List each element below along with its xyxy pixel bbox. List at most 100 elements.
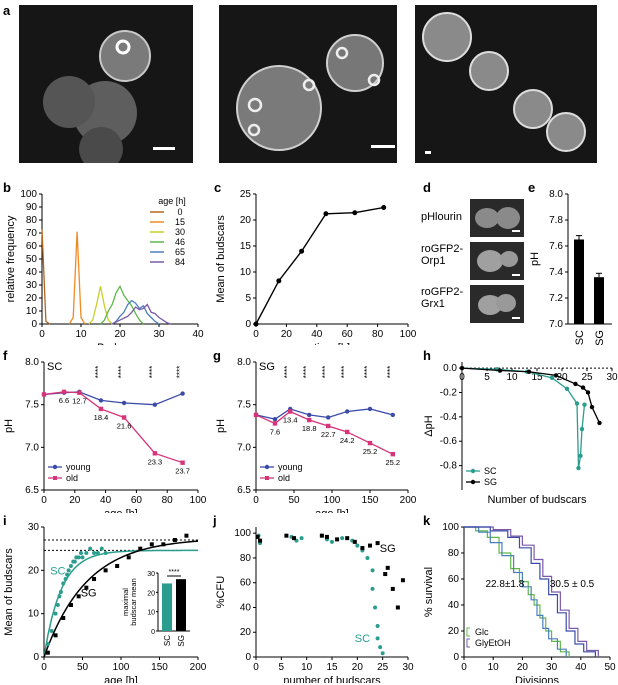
x-tick-label: 10 [506, 372, 518, 383]
annotation-label: 23.3 [148, 457, 163, 466]
fit-curve-SC [43, 549, 199, 658]
legend-label: SG [484, 477, 497, 487]
data-point-SG [459, 365, 465, 371]
y-tick-label: 10 [26, 306, 38, 317]
legend-title: age [h] [158, 196, 186, 206]
x-tick-label: 150 [362, 495, 379, 506]
legend-label: Glc [475, 627, 489, 637]
y-tick-label: 0.0 [443, 363, 457, 374]
significance-stars: **** [283, 366, 292, 378]
x-tick-label: SC [574, 330, 586, 345]
y-tick-label: 8.0 [25, 357, 39, 368]
legend-marker [470, 468, 476, 474]
inset-y-tick-label: 30 [147, 571, 155, 578]
x-tick-label: 40 [311, 329, 323, 340]
data-point-SC [61, 581, 66, 586]
data-point-old [288, 409, 293, 414]
x-tick-label: 30 [153, 329, 165, 340]
x-tick-label: 0 [41, 662, 47, 673]
data-point-old [307, 417, 312, 423]
data-point [276, 278, 282, 284]
data-point-young [345, 409, 350, 414]
annotation-label: 23.7 [175, 467, 190, 476]
data-point-SG [345, 536, 350, 541]
x-tick-label: 20 [114, 329, 126, 340]
chart-j-cfu: 0 5 10 15 20 25 30 0 20 40 60 80 100 number of budsca… [215, 527, 414, 683]
data-point-young [326, 415, 331, 420]
series-line [255, 206, 384, 325]
x-tick-label: 10 [75, 329, 87, 340]
inset-bar-SC [162, 583, 172, 631]
data-point-SG [319, 533, 324, 538]
annotation-label: 12.7 [72, 397, 87, 406]
data-point-SC [375, 624, 380, 629]
y-tick-label: 7.0 [25, 442, 39, 453]
y-tick-label: 0 [33, 652, 39, 663]
legend-label: 30 [175, 227, 185, 237]
x-tick-label: 20 [281, 329, 293, 340]
y-axis-label: %CFU [215, 576, 227, 608]
x-tick-label: 25 [377, 662, 389, 673]
data-point-SC [375, 636, 380, 641]
y-tick-label: 10 [240, 267, 252, 278]
data-point-young [180, 391, 185, 396]
data-point-young [98, 398, 104, 403]
panel-d-label-2: roGFP2- Orp1 [421, 243, 464, 267]
y-tick-label: 100 [234, 528, 251, 539]
series-label-SG: SG [380, 543, 396, 555]
data-point-SC [49, 629, 54, 633]
x-tick-label: 0 [461, 662, 467, 673]
y-tick-label: 0 [245, 652, 251, 663]
data-point-SG [383, 572, 388, 577]
x-tick-label: 10 [488, 662, 500, 673]
y-tick-label: -0.4 [440, 412, 458, 423]
inset-y-label: budscar mean [129, 578, 138, 626]
data-point [352, 210, 358, 216]
legend-marker [53, 476, 57, 480]
survival-curve-GlyEtOH-2 [464, 526, 596, 657]
data-point-young [121, 400, 127, 406]
x-tick-label: 100 [190, 495, 207, 506]
data-point-SG [292, 536, 296, 541]
data-point-SC [68, 564, 73, 568]
panel-letter-h: h [423, 348, 431, 363]
y-tick-label: 7.4 [549, 267, 563, 278]
y-tick-label: 5 [245, 293, 251, 304]
data-point-SG [573, 381, 578, 387]
y-tick-label: 20 [240, 627, 252, 638]
inset-x-tick-label: SC [163, 635, 172, 646]
data-point-SG [61, 616, 66, 620]
inset-y-tick-label: 10 [147, 610, 155, 617]
data-point-SC [72, 559, 77, 564]
data-point-old [121, 415, 127, 420]
x-tick-label: 40 [192, 329, 204, 340]
series-line-age-30 [88, 286, 113, 325]
data-point-SC [564, 386, 570, 392]
data-point [381, 205, 387, 211]
panel-letter-a: a [3, 3, 11, 18]
data-point-SG [368, 543, 372, 548]
series-line-age-84 [111, 303, 171, 325]
annotation-label: 18.4 [94, 413, 109, 422]
survival-curve-Glc-2 [464, 526, 567, 657]
legend-swatch [466, 638, 470, 648]
data-point-SC [45, 642, 50, 646]
series-line-age-46 [100, 284, 144, 325]
data-point-SG [126, 555, 131, 560]
y-tick-label: 7.5 [237, 400, 251, 411]
y-tick-label: 80 [26, 215, 38, 226]
data-point-SG [526, 369, 532, 374]
data-point-young [390, 412, 395, 418]
annotation-label: 13.4 [283, 415, 298, 424]
x-tick-label: 20 [517, 662, 529, 673]
x-tick-label: 100 [324, 495, 341, 506]
annotation-label: 25.2 [363, 447, 378, 456]
series-label-SC: SC [50, 566, 65, 578]
legend-marker [264, 464, 270, 470]
data-point-SG [53, 633, 58, 638]
panel-d-label-1: pHlourin [421, 211, 462, 223]
data-point-SG [390, 586, 395, 591]
significance-stars: **** [340, 366, 349, 378]
